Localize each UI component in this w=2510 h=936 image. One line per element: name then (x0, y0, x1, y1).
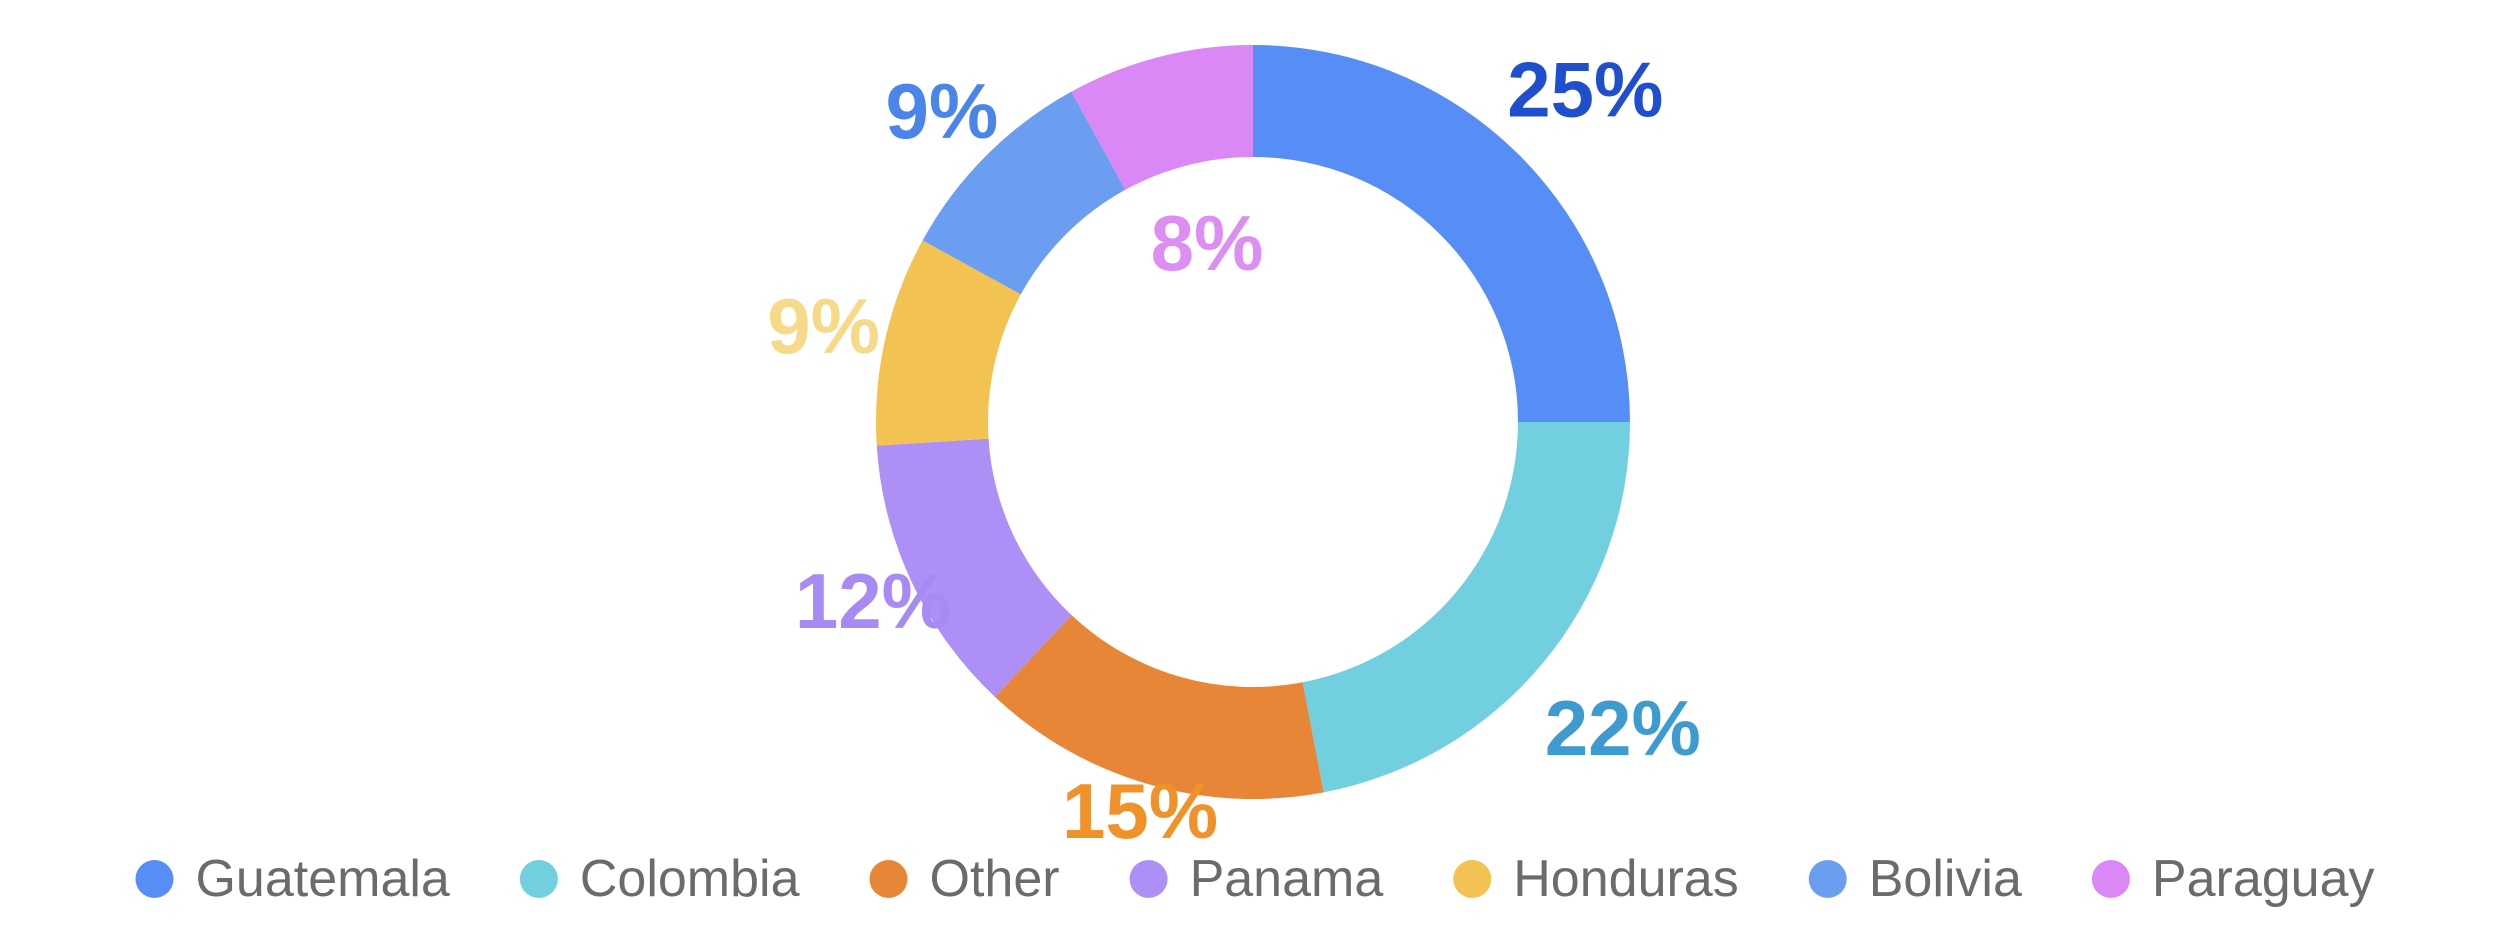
legend-item-honduras[interactable]: Honduras (1453, 850, 1739, 908)
legend-label-bolivia: Bolivia (1869, 850, 2022, 908)
legend-label-colombia: Colombia (580, 850, 800, 908)
legend-swatch-honduras (1453, 860, 1492, 898)
legend-swatch-colombia (519, 860, 558, 898)
percent-labels-group: 25% 22% 15% 12% 9% 9% 8% (767, 46, 1701, 855)
legend-label-paraguay: Paraguay (2152, 850, 2375, 908)
legend-item-paraguay[interactable]: Paraguay (2091, 850, 2375, 908)
percent-label-bolivia: 9% (886, 67, 999, 155)
slice-bolivia (922, 91, 1126, 295)
legend-swatch-paraguay (2091, 860, 2130, 898)
slice-colombia (1302, 422, 1630, 793)
legend-label-panama: Panama (1190, 850, 1384, 908)
slice-guatemala (1253, 45, 1630, 422)
legend-item-colombia[interactable]: Colombia (519, 850, 800, 908)
legend-swatch-bolivia (1808, 860, 1847, 898)
slice-panama (876, 438, 1072, 697)
legend-item-bolivia[interactable]: Bolivia (1808, 850, 2022, 908)
legend-label-guatemala: Guatemala (195, 850, 449, 908)
slices-group (876, 45, 1630, 799)
legend-item-panama[interactable]: Panama (1129, 850, 1384, 908)
percent-label-guatemala: 25% (1507, 46, 1663, 134)
legend-item-other[interactable]: Other (869, 850, 1060, 908)
legend-swatch-other (869, 860, 908, 898)
legend-swatch-guatemala (135, 860, 174, 898)
slice-paraguay (1071, 45, 1253, 190)
legend-swatch-panama (1129, 860, 1168, 898)
percent-label-honduras: 9% (767, 282, 880, 370)
percent-label-panama: 12% (795, 557, 951, 645)
legend-label-honduras: Honduras (1513, 850, 1738, 908)
percent-label-colombia: 22% (1545, 684, 1701, 772)
slice-other (994, 615, 1324, 799)
slice-honduras (876, 240, 1021, 446)
percent-label-paraguay: 8% (1151, 199, 1264, 287)
percent-label-other: 15% (1062, 767, 1218, 855)
legend: Guatemala Colombia Other Panama Honduras Boli… (135, 850, 2375, 908)
legend-label-other: Other (930, 850, 1060, 908)
legend-item-guatemala[interactable]: Guatemala (135, 850, 450, 908)
